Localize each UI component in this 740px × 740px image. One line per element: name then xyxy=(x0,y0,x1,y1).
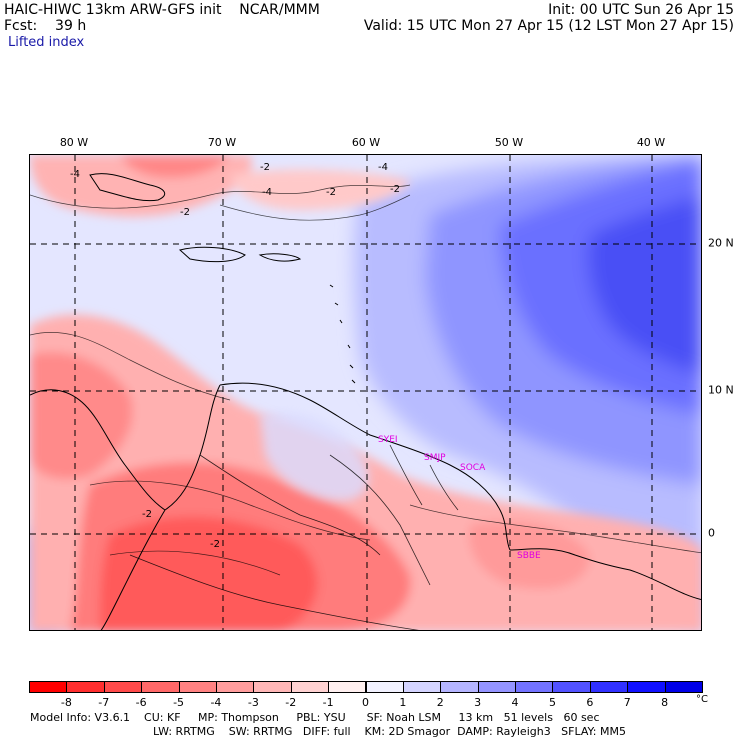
colorbar-tick-label: -1 xyxy=(322,696,334,709)
colorbar-tick-label: -6 xyxy=(135,696,147,709)
contour-label: -2 xyxy=(210,539,220,550)
colorbar-swatch xyxy=(664,681,703,693)
colorbar-swatch xyxy=(178,681,217,693)
colorbar-swatch xyxy=(440,681,479,693)
lat-lon-grid xyxy=(30,155,701,630)
lon-label-80w: 80 W xyxy=(59,136,89,149)
contour-label: -2 xyxy=(142,509,152,520)
colorbar-swatch xyxy=(253,681,292,693)
colorbar-swatch xyxy=(66,681,105,693)
station-label-sbbe: SBBE xyxy=(517,551,541,561)
coastal-pale-band xyxy=(260,412,369,501)
init-time: Init: 00 UTC Sun 26 Apr 15 xyxy=(548,2,734,18)
colorbar-swatch xyxy=(215,681,255,693)
colorbar-swatch xyxy=(552,681,591,693)
colorbar-tick-label: 0 xyxy=(362,696,369,709)
colorbar-tick-label: -5 xyxy=(173,696,185,709)
model-title: HAIC-HIWC 13km ARW-GFS init NCAR/MMM xyxy=(4,2,320,18)
lifted-index-map: -2 -4 -2 -4 -2 -4 -2 -2 -2 SYEI SMJP SOC… xyxy=(29,154,702,631)
colorbar-tick-label: 8 xyxy=(661,696,669,709)
station-label-soca: SOCA xyxy=(460,463,486,473)
colorbar-unit: °C xyxy=(696,694,708,705)
colorbar-tick-label: 3 xyxy=(474,696,482,709)
station-label-smjp: SMJP xyxy=(424,453,446,463)
contour-label: -2 xyxy=(390,184,400,195)
stable-region xyxy=(30,155,701,630)
lon-label-50w: 50 W xyxy=(494,136,524,149)
lon-label-40w: 40 W xyxy=(636,136,666,149)
colorbar-swatch xyxy=(365,681,404,693)
station-labels: SYEI SMJP SOCA SBBE xyxy=(378,435,541,561)
contour-label: -4 xyxy=(70,169,80,180)
lat-label-10n: 10 N xyxy=(708,383,734,397)
colorbar-swatch xyxy=(103,681,143,693)
contour-label: -2 xyxy=(326,187,336,198)
station-label-syei: SYEI xyxy=(378,435,398,445)
colorbar-tick-label: 5 xyxy=(548,696,556,709)
colorbar-tick-label: 1 xyxy=(399,696,407,709)
colorbar-tick-label: 6 xyxy=(586,696,594,709)
contour-labels: -2 -4 -2 -4 -2 -4 -2 -2 -2 xyxy=(70,162,400,550)
colorbar-swatch xyxy=(29,681,68,693)
colorbar-swatch xyxy=(477,681,517,693)
contour-label: -2 xyxy=(260,162,270,173)
colorbar-swatch xyxy=(589,681,629,693)
colorbar-swatch xyxy=(290,681,330,693)
contour-label: -4 xyxy=(378,162,388,173)
colorbar-tick-label: -7 xyxy=(98,696,110,709)
colorbar-tick-label: 7 xyxy=(623,696,631,709)
colorbar-tick-label: 2 xyxy=(436,696,444,709)
colorbar-tick-label: -3 xyxy=(247,696,259,709)
map-canvas: -2 -4 -2 -4 -2 -4 -2 -2 -2 SYEI SMJP SOC… xyxy=(30,155,701,630)
coastlines xyxy=(30,173,701,630)
model-info-line2: LW: RRTMG SW: RRTMG DIFF: full KM: 2D Sm… xyxy=(153,725,626,738)
forecast-hour: Fcst: 39 h xyxy=(4,18,87,34)
colorbar-tick-label: 4 xyxy=(511,696,519,709)
borders xyxy=(129,444,459,630)
lon-label-70w: 70 W xyxy=(207,136,237,149)
colorbar-swatch xyxy=(515,681,554,693)
colorbar-tick-label: -8 xyxy=(60,696,72,709)
contour-label: -4 xyxy=(262,187,272,198)
colorbar-tick-label: -2 xyxy=(285,696,297,709)
lat-label-20n: 20 N xyxy=(708,236,734,250)
colorbar-swatch xyxy=(627,681,666,693)
model-info-line1: Model Info: V3.6.1 CU: KF MP: Thompson P… xyxy=(30,711,600,724)
colorbar-tick-label: -4 xyxy=(210,696,222,709)
valid-time: Valid: 15 UTC Mon 27 Apr 15 (12 LST Mon … xyxy=(363,18,734,34)
colorbar-swatch xyxy=(328,681,367,693)
lon-label-60w: 60 W xyxy=(351,136,381,149)
contour-label: -2 xyxy=(180,207,190,218)
lat-label-equator: 0 xyxy=(708,526,715,540)
field-name: Lifted index xyxy=(8,35,85,50)
colorbar-swatch xyxy=(402,681,442,693)
colorbar-swatch xyxy=(141,681,180,693)
